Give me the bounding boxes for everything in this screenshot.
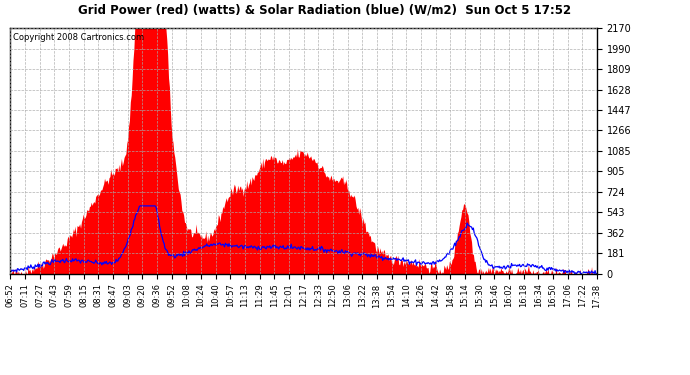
Text: Grid Power (red) (watts) & Solar Radiation (blue) (W/m2)  Sun Oct 5 17:52: Grid Power (red) (watts) & Solar Radiati…	[78, 4, 571, 17]
Text: Copyright 2008 Cartronics.com: Copyright 2008 Cartronics.com	[13, 33, 144, 42]
